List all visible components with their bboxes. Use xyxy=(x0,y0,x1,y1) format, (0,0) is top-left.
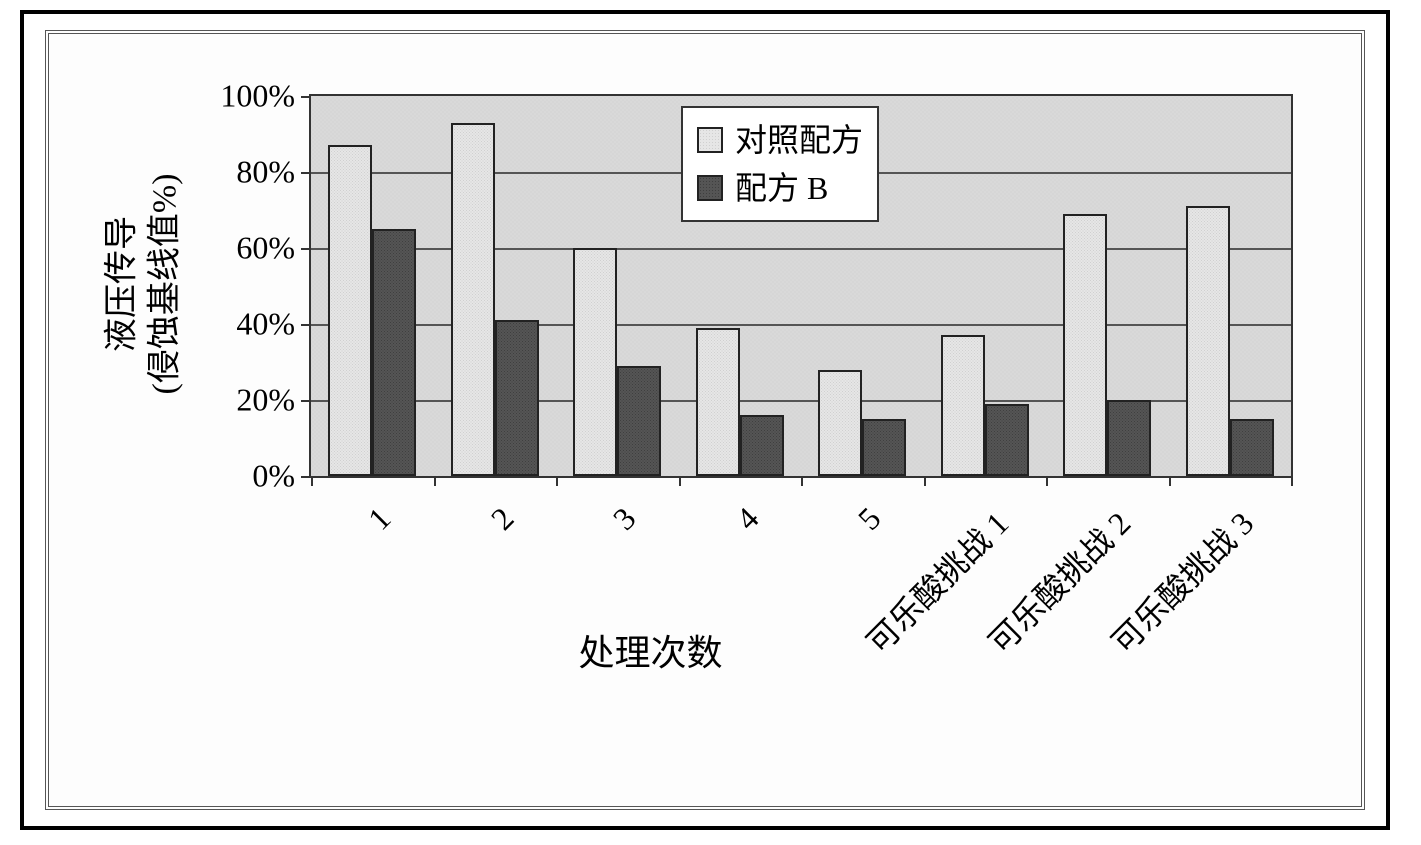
legend: 对照配方配方 B xyxy=(681,106,879,222)
x-tick-label: 2 xyxy=(483,500,520,537)
legend-label: 对照配方 xyxy=(735,116,863,164)
y-tick-label: 100% xyxy=(220,78,295,115)
bar-control-5 xyxy=(941,335,985,476)
bar-b-4 xyxy=(862,419,906,476)
x-tick-label: 1 xyxy=(361,500,398,537)
bar-control-3 xyxy=(696,328,740,476)
x-tick-mark xyxy=(924,476,926,486)
x-tick-mark xyxy=(1046,476,1048,486)
bar-control-1 xyxy=(451,123,495,476)
y-tick-mark xyxy=(301,96,311,98)
x-axis-title: 处理次数 xyxy=(579,624,723,676)
bar-control-0 xyxy=(328,145,372,476)
x-tick-mark xyxy=(801,476,803,486)
x-tick-mark xyxy=(679,476,681,486)
bar-b-0 xyxy=(372,229,416,476)
bar-control-4 xyxy=(818,370,862,476)
y-axis-title-line1: 液压传导 xyxy=(104,216,141,352)
x-tick-mark xyxy=(1291,476,1293,486)
legend-item: 配方 B xyxy=(697,164,863,212)
plot-area: 0%20%40%60%80%100%12345可乐酸挑战 1可乐酸挑战 2可乐酸… xyxy=(309,94,1293,478)
y-tick-label: 20% xyxy=(236,382,295,419)
bar-control-7 xyxy=(1186,206,1230,476)
bar-control-2 xyxy=(573,248,617,476)
legend-item: 对照配方 xyxy=(697,116,863,164)
bar-b-5 xyxy=(985,404,1029,476)
y-axis-title: 液压传导 (侵蚀基线值%) xyxy=(102,174,187,395)
bar-control-6 xyxy=(1063,214,1107,476)
y-tick-label: 60% xyxy=(236,230,295,267)
chart-frame: 液压传导 (侵蚀基线值%) 0%20%40%60%80%100%12345可乐酸… xyxy=(45,30,1365,810)
chart-container: 液压传导 (侵蚀基线值%) 0%20%40%60%80%100%12345可乐酸… xyxy=(49,34,1361,806)
legend-swatch-icon xyxy=(697,175,723,201)
x-tick-label: 5 xyxy=(851,500,888,537)
bar-b-2 xyxy=(617,366,661,476)
y-tick-mark xyxy=(301,172,311,174)
bar-b-7 xyxy=(1230,419,1274,476)
y-tick-label: 80% xyxy=(236,154,295,191)
y-tick-mark xyxy=(301,324,311,326)
y-tick-label: 40% xyxy=(236,306,295,343)
x-tick-mark xyxy=(311,476,313,486)
legend-label: 配方 B xyxy=(735,164,828,212)
legend-swatch-icon xyxy=(697,127,723,153)
y-tick-mark xyxy=(301,400,311,402)
y-tick-mark xyxy=(301,476,311,478)
x-tick-label: 4 xyxy=(728,500,765,537)
bar-b-1 xyxy=(495,320,539,476)
x-tick-mark xyxy=(434,476,436,486)
x-tick-label: 3 xyxy=(606,500,643,537)
y-axis-title-line2: (侵蚀基线值%) xyxy=(146,174,183,395)
x-tick-mark xyxy=(556,476,558,486)
bar-b-6 xyxy=(1107,400,1151,476)
bar-b-3 xyxy=(740,415,784,476)
x-tick-mark xyxy=(1169,476,1171,486)
y-tick-mark xyxy=(301,248,311,250)
y-tick-label: 0% xyxy=(252,458,295,495)
